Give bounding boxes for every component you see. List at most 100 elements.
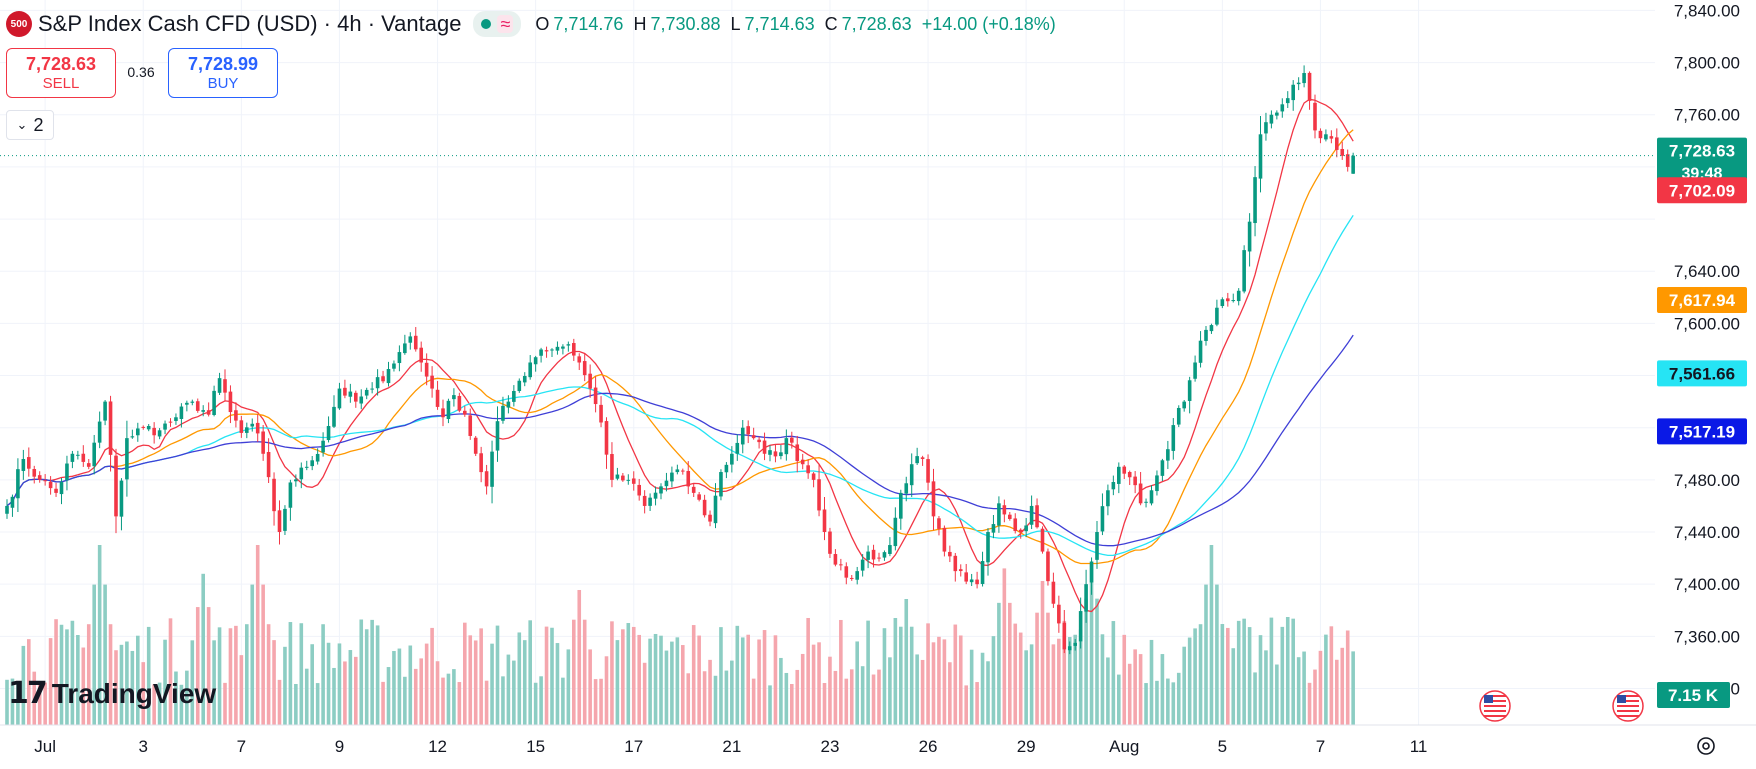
volume-bar xyxy=(544,626,549,725)
candle-body xyxy=(675,469,680,473)
candle-body xyxy=(702,499,707,516)
candle-body xyxy=(626,479,631,481)
candle-body xyxy=(899,492,903,519)
candle-body xyxy=(779,452,783,457)
volume-bar xyxy=(288,622,293,725)
spread-value: 0.36 xyxy=(127,64,155,80)
candle-body xyxy=(631,478,636,484)
volume-bar xyxy=(621,629,625,725)
candle-body xyxy=(964,572,968,582)
candle-body xyxy=(1133,476,1137,486)
volume-bar xyxy=(724,670,729,725)
flag-canton xyxy=(1617,695,1626,703)
candle-body xyxy=(1013,518,1018,532)
ma-line-9 xyxy=(6,98,1354,613)
volume-bar xyxy=(179,684,184,725)
candle-body xyxy=(544,350,549,352)
tradingview-logo[interactable]: 17 TradingView xyxy=(8,676,216,711)
gear-icon[interactable] xyxy=(1697,737,1715,755)
volume-tag xyxy=(1657,682,1730,708)
candle-body xyxy=(364,389,369,396)
volume-bar xyxy=(386,667,391,725)
candle-body xyxy=(860,559,865,571)
candle-body xyxy=(501,405,505,421)
volume-bar xyxy=(899,626,903,725)
sell-button[interactable]: 7,728.63 SELL xyxy=(6,48,116,98)
candle-body xyxy=(141,426,146,428)
volume-bar xyxy=(855,641,859,725)
candle-body xyxy=(1089,561,1094,583)
indicators-toggle-button[interactable]: ⌄ 2 xyxy=(6,110,54,140)
volume-bar xyxy=(659,635,663,725)
volume-bar xyxy=(217,627,222,725)
candle-body xyxy=(1171,425,1176,451)
candle-body xyxy=(724,464,729,473)
volume-bar xyxy=(719,627,723,725)
y-tick-label: 7,600.00 xyxy=(1674,314,1740,333)
volume-bar xyxy=(1035,612,1039,725)
volume-bar xyxy=(223,682,227,725)
volume-bar xyxy=(1182,646,1186,725)
buy-button[interactable]: 7,728.99 BUY xyxy=(168,48,278,98)
volume-bar xyxy=(157,682,162,725)
candle-body xyxy=(833,554,838,565)
candle-body xyxy=(381,376,385,382)
volume-bar xyxy=(604,656,609,725)
candle-body xyxy=(1247,221,1252,252)
candle-body xyxy=(255,422,260,434)
volume-bar xyxy=(1046,612,1050,725)
candle-body xyxy=(550,349,554,351)
symbol-badge[interactable]: 500 xyxy=(6,11,32,37)
candle-body xyxy=(419,347,423,363)
candle-body xyxy=(1155,475,1159,492)
candle-body xyxy=(1231,300,1236,302)
volume-bar xyxy=(822,683,827,725)
volume-bar xyxy=(555,643,560,725)
candle-body xyxy=(637,484,641,496)
volume-bar xyxy=(424,643,429,725)
volume-bar xyxy=(784,672,789,725)
candle-body xyxy=(1209,325,1214,332)
volume-bar xyxy=(375,625,380,725)
status-pill[interactable]: ≈ xyxy=(473,11,522,37)
volume-bar xyxy=(435,661,440,725)
symbol-title[interactable]: S&P Index Cash CFD (USD) · 4h · Vantage xyxy=(38,11,462,36)
candle-body xyxy=(473,437,478,454)
volume-bar xyxy=(337,643,342,725)
candle-body xyxy=(839,564,843,566)
grid xyxy=(0,0,1655,725)
volume-bar xyxy=(304,668,309,725)
volume-bar xyxy=(866,620,870,725)
candle-body xyxy=(1187,380,1192,401)
x-tick-label: 9 xyxy=(335,737,344,756)
volume-bar xyxy=(539,676,543,725)
candle-body xyxy=(463,410,467,415)
volume-bar xyxy=(839,619,843,725)
volume-bar xyxy=(1127,663,1132,725)
candle-body xyxy=(81,453,86,462)
volume-bar xyxy=(1296,657,1301,725)
volume-bar xyxy=(108,624,113,725)
volume-bar xyxy=(691,625,696,725)
candle-body xyxy=(1111,482,1116,490)
candle-body xyxy=(1313,102,1317,131)
volume-bar xyxy=(1231,648,1236,725)
volume-tag-text: 7.15 K xyxy=(1668,686,1719,705)
volume-bar xyxy=(413,668,418,725)
candle-body xyxy=(506,401,511,408)
volume-bar xyxy=(909,626,914,725)
candle-body xyxy=(223,379,227,393)
candle-body xyxy=(926,459,930,483)
volume-bar xyxy=(190,640,195,725)
candle-body xyxy=(21,458,26,471)
ma-line-34 xyxy=(6,214,1354,557)
candle-body xyxy=(577,356,582,363)
volume-bar xyxy=(779,657,783,725)
volume-bar xyxy=(130,650,135,725)
candle-body xyxy=(1264,122,1268,134)
candle-body xyxy=(37,475,42,480)
volume-bar xyxy=(1291,618,1295,725)
volume-bar xyxy=(419,658,423,725)
